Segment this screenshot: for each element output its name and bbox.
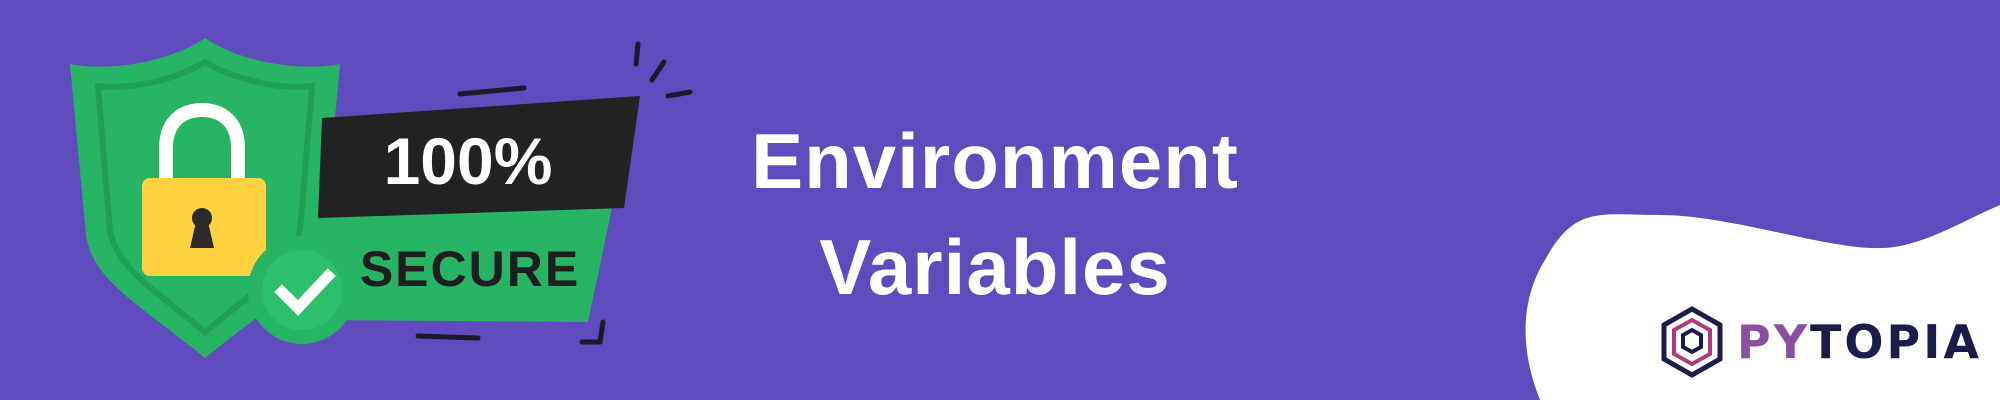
decorative-lines — [415, 41, 693, 345]
page-title: Environment Variables — [745, 108, 1245, 320]
logo-suffix: TOPIA — [1810, 315, 1982, 369]
logo-prefix: PY — [1737, 315, 1811, 369]
pytopia-logo[interactable]: PYTOPIA — [1655, 302, 1985, 382]
title-line-1: Environment — [751, 117, 1239, 205]
pytopia-hexagon-icon — [1661, 306, 1723, 378]
security-badge-illustration: 100% SECURE — [70, 38, 693, 358]
title-line-2: Variables — [819, 223, 1171, 311]
padlock-icon — [142, 102, 266, 276]
percent-text: 100% — [384, 124, 553, 198]
checkmark-icon — [248, 236, 356, 344]
secure-text: SECURE — [360, 241, 580, 297]
logo-text: PYTOPIA — [1737, 312, 1982, 372]
